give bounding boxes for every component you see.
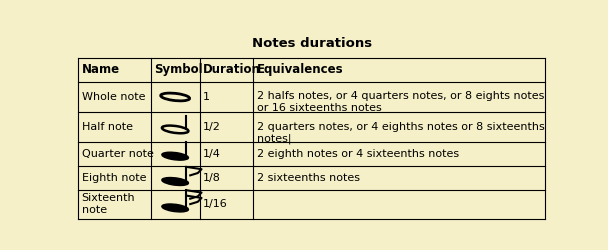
Text: 1: 1 xyxy=(203,92,210,102)
Text: 2 eighth notes or 4 sixteenths notes: 2 eighth notes or 4 sixteenths notes xyxy=(257,149,458,159)
Text: 1/16: 1/16 xyxy=(203,199,227,209)
Ellipse shape xyxy=(162,152,188,160)
Text: Whole note: Whole note xyxy=(81,92,145,102)
Text: Duration: Duration xyxy=(203,63,261,76)
Text: 2 sixteenths notes: 2 sixteenths notes xyxy=(257,173,359,183)
Text: Name: Name xyxy=(81,63,120,76)
Text: 1/2: 1/2 xyxy=(203,122,221,132)
Text: 1/8: 1/8 xyxy=(203,173,221,183)
Text: Equivalences: Equivalences xyxy=(257,63,343,76)
Text: Notes durations: Notes durations xyxy=(252,37,371,50)
Text: Quarter note: Quarter note xyxy=(81,149,154,159)
Text: 2 quarters notes, or 4 eighths notes or 8 sixteenths
notes|: 2 quarters notes, or 4 eighths notes or … xyxy=(257,122,544,144)
Text: Half note: Half note xyxy=(81,122,133,132)
Ellipse shape xyxy=(162,204,188,212)
Ellipse shape xyxy=(162,178,188,186)
Text: 2 halfs notes, or 4 quarters notes, or 8 eights notes
or 16 sixteenths notes: 2 halfs notes, or 4 quarters notes, or 8… xyxy=(257,91,544,113)
Text: Sixteenth
note: Sixteenth note xyxy=(81,193,135,215)
Text: Eighth note: Eighth note xyxy=(81,173,146,183)
Text: 1/4: 1/4 xyxy=(203,149,221,159)
Text: Symbol: Symbol xyxy=(154,63,202,76)
